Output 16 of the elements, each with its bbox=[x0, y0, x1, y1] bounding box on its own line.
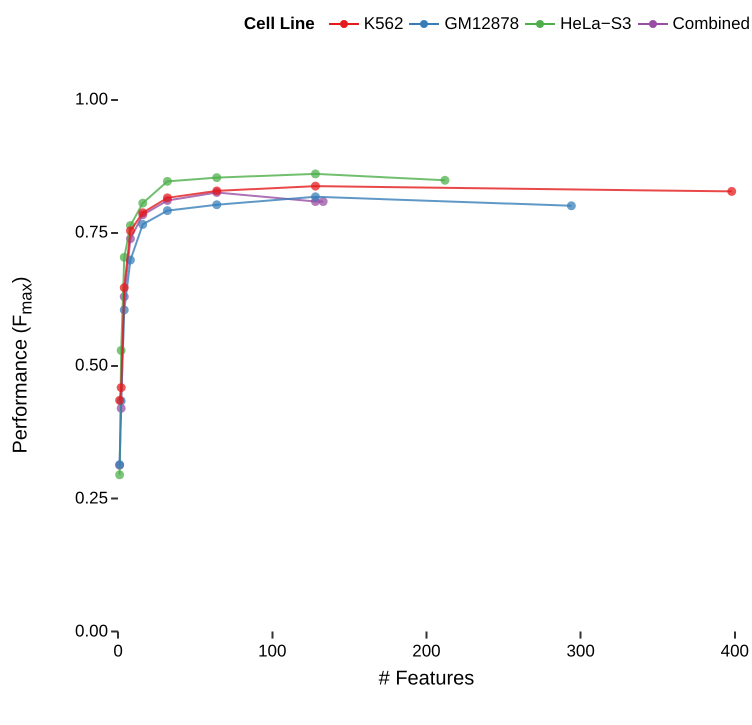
y-tick-label: 0.00 bbox=[74, 621, 108, 640]
legend-label: HeLa−S3 bbox=[560, 14, 632, 34]
y-tick-label: 0.25 bbox=[74, 488, 108, 508]
x-tick-label: 300 bbox=[566, 641, 595, 660]
y-tick-label: 0.50 bbox=[74, 355, 108, 374]
x-axis-title: # Features bbox=[378, 668, 474, 690]
y-tick-label: 1.00 bbox=[74, 90, 108, 109]
x-tick-label: 0 bbox=[113, 641, 123, 660]
x-tick-label: 200 bbox=[412, 641, 441, 660]
y-tick-label: 0.75 bbox=[74, 222, 108, 242]
legend-title: Cell Line bbox=[244, 14, 315, 34]
x-tick-label: 400 bbox=[720, 641, 750, 660]
x-tick-label: 100 bbox=[258, 641, 286, 660]
legend-label: GM12878 bbox=[444, 14, 520, 34]
legend-label: K562 bbox=[364, 14, 404, 34]
legend-label: Combined bbox=[672, 14, 750, 34]
